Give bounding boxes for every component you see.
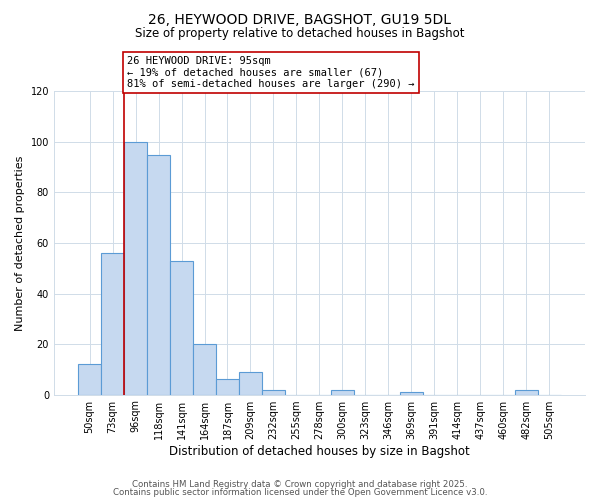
Text: Size of property relative to detached houses in Bagshot: Size of property relative to detached ho… (135, 28, 465, 40)
Bar (78, 364, 101, 394)
Bar (262, 390, 285, 394)
Bar (101, 253, 124, 394)
X-axis label: Distribution of detached houses by size in Bagshot: Distribution of detached houses by size … (169, 444, 470, 458)
Bar (124, 142, 147, 395)
Text: 26 HEYWOOD DRIVE: 95sqm
← 19% of detached houses are smaller (67)
81% of semi-de: 26 HEYWOOD DRIVE: 95sqm ← 19% of detache… (127, 56, 415, 89)
Text: Contains public sector information licensed under the Open Government Licence v3: Contains public sector information licen… (113, 488, 487, 497)
Bar (331, 390, 354, 394)
Y-axis label: Number of detached properties: Number of detached properties (15, 156, 25, 330)
Bar (147, 154, 170, 394)
Bar (193, 344, 216, 395)
Text: Contains HM Land Registry data © Crown copyright and database right 2025.: Contains HM Land Registry data © Crown c… (132, 480, 468, 489)
Bar (515, 390, 538, 394)
Text: 26, HEYWOOD DRIVE, BAGSHOT, GU19 5DL: 26, HEYWOOD DRIVE, BAGSHOT, GU19 5DL (149, 12, 452, 26)
Bar (400, 392, 423, 394)
Bar (170, 260, 193, 394)
Bar (239, 372, 262, 394)
Bar (216, 380, 239, 394)
